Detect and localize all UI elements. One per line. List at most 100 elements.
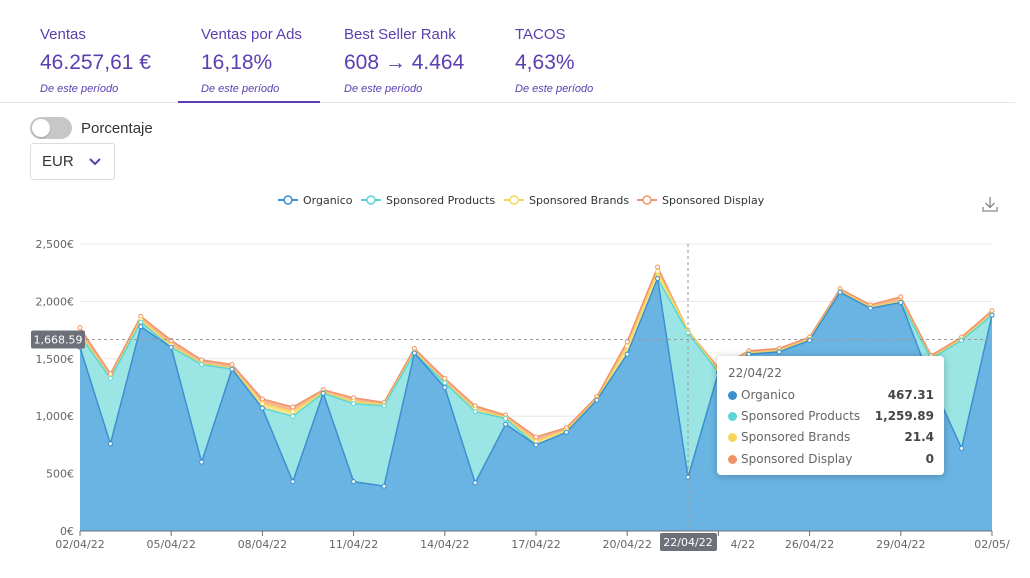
data-point xyxy=(290,409,296,415)
data-point xyxy=(655,275,661,281)
y-tick-label: 1,500€ xyxy=(36,353,75,366)
data-point xyxy=(138,324,144,330)
x-tick-label: 02/05/ xyxy=(974,538,1010,551)
data-point xyxy=(107,371,113,377)
data-point xyxy=(898,294,904,300)
data-point xyxy=(685,474,691,480)
data-point xyxy=(533,434,539,440)
toggle-knob xyxy=(32,119,50,137)
tooltip-row-sponsored-products: Sponsored Products 1,259.89 xyxy=(728,408,934,426)
legend-item-0[interactable]: Organico xyxy=(278,194,353,207)
data-point xyxy=(442,379,448,385)
data-point xyxy=(351,479,357,485)
currency-value: EUR xyxy=(42,153,74,170)
data-point xyxy=(320,390,326,396)
series-dot-icon xyxy=(728,455,737,464)
x-tick-label: 02/04/22 xyxy=(55,538,104,551)
percentage-toggle[interactable] xyxy=(30,117,72,139)
x-marker-label: 22/04/22 xyxy=(663,536,712,549)
data-point xyxy=(594,397,600,403)
tooltip-series-value: 467.31 xyxy=(887,388,934,402)
series-dot-icon xyxy=(728,433,737,442)
active-tab-indicator xyxy=(178,101,320,103)
data-point xyxy=(138,313,144,319)
legend-item-1[interactable]: Sponsored Products xyxy=(361,194,495,207)
data-point xyxy=(229,362,235,368)
data-point xyxy=(837,289,843,295)
data-point xyxy=(259,401,265,407)
data-point xyxy=(624,339,630,345)
data-point xyxy=(442,385,448,390)
legend-dot-icon xyxy=(366,195,376,205)
kpi-tab-ventas[interactable]: Ventas 46.257,61 € De este período xyxy=(40,26,151,95)
tooltip-series-name: Organico xyxy=(741,388,796,402)
y-tick-label: 0€ xyxy=(60,525,74,538)
kpi-label: Ventas por Ads xyxy=(201,26,302,43)
legend-dot-icon xyxy=(283,195,293,205)
data-point xyxy=(320,389,326,395)
data-point xyxy=(199,362,205,368)
data-point xyxy=(989,312,995,318)
kpi-tab-ventas-por-ads[interactable]: Ventas por Ads 16,18% De este período xyxy=(201,26,302,95)
data-point xyxy=(563,429,569,435)
data-point xyxy=(472,409,478,415)
y-tick-label: 2,500€ xyxy=(36,238,75,251)
data-point xyxy=(77,325,83,331)
data-point xyxy=(533,438,539,444)
data-point xyxy=(472,406,478,412)
currency-select[interactable]: EUR xyxy=(30,143,115,180)
data-point xyxy=(989,312,995,318)
data-point xyxy=(624,351,630,357)
data-point xyxy=(351,395,357,401)
data-point xyxy=(807,336,813,342)
chevron-down-icon xyxy=(89,158,101,166)
kpi-value: 4,63% xyxy=(515,51,575,74)
x-tick-label: 14/04/22 xyxy=(420,538,469,551)
data-point xyxy=(168,344,174,350)
x-tick-label: 08/04/22 xyxy=(238,538,287,551)
data-point xyxy=(807,334,813,340)
series-dot-icon xyxy=(728,412,737,421)
data-point xyxy=(107,375,113,381)
tooltip-row-sponsored-brands: Sponsored Brands 21.4 xyxy=(728,429,934,447)
data-point xyxy=(168,344,174,350)
legend-label: Sponsored Brands xyxy=(529,194,629,207)
data-point xyxy=(290,413,296,419)
data-point xyxy=(746,350,752,356)
x-marker-box xyxy=(660,533,717,551)
data-point xyxy=(746,348,752,354)
chart-tooltip: 22/04/22 Organico 467.31 Sponsored Produ… xyxy=(717,356,944,475)
y-tick-label: 500€ xyxy=(46,468,74,481)
legend-item-3[interactable]: Sponsored Display xyxy=(637,194,765,207)
data-point xyxy=(138,319,144,325)
data-point xyxy=(77,344,83,350)
kpi-tab-tacos[interactable]: TACOS 4,63% De este período xyxy=(515,26,593,95)
download-icon[interactable] xyxy=(981,195,999,213)
x-tick-label: 17/04/22 xyxy=(511,538,560,551)
kpi-tab-best-seller-rank[interactable]: Best Seller Rank 608 → 4.464 De este per… xyxy=(344,26,464,95)
data-point xyxy=(867,304,873,310)
data-point xyxy=(168,342,174,348)
data-point xyxy=(411,350,417,356)
data-point xyxy=(442,375,448,381)
data-point xyxy=(411,350,417,356)
data-point xyxy=(624,351,630,357)
data-point xyxy=(959,336,965,342)
kpi-subtitle: De este período xyxy=(40,83,119,95)
data-point xyxy=(807,337,813,343)
data-point xyxy=(411,349,417,355)
data-point xyxy=(472,480,478,486)
legend-item-2[interactable]: Sponsored Brands xyxy=(504,194,629,207)
data-point xyxy=(229,366,235,372)
tooltip-series-name: Sponsored Display xyxy=(741,452,853,466)
data-point xyxy=(411,345,417,351)
tooltip-series-value: 0 xyxy=(925,452,934,466)
data-point xyxy=(290,479,296,485)
kpi-subtitle: De este período xyxy=(344,83,423,95)
data-point xyxy=(503,412,509,418)
data-point xyxy=(624,343,630,349)
data-point xyxy=(320,387,326,393)
data-point xyxy=(533,442,539,448)
data-point xyxy=(776,349,782,355)
data-point xyxy=(563,427,569,433)
